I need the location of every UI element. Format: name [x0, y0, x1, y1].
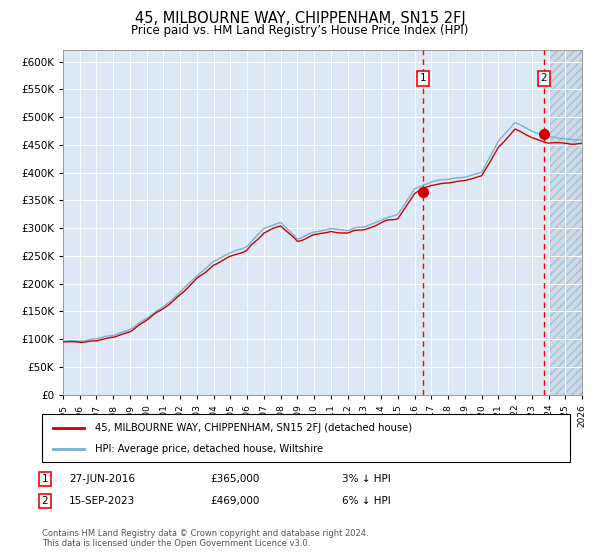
Text: HPI: Average price, detached house, Wiltshire: HPI: Average price, detached house, Wilt… — [95, 444, 323, 454]
Text: 15-SEP-2023: 15-SEP-2023 — [69, 496, 135, 506]
Bar — [548, 50, 582, 395]
FancyBboxPatch shape — [42, 414, 570, 462]
Text: 3% ↓ HPI: 3% ↓ HPI — [342, 474, 391, 484]
Text: 1: 1 — [419, 73, 426, 83]
Text: 27-JUN-2016: 27-JUN-2016 — [69, 474, 135, 484]
Text: £469,000: £469,000 — [210, 496, 259, 506]
Text: 1: 1 — [41, 474, 49, 484]
Text: 45, MILBOURNE WAY, CHIPPENHAM, SN15 2FJ: 45, MILBOURNE WAY, CHIPPENHAM, SN15 2FJ — [134, 11, 466, 26]
Text: 45, MILBOURNE WAY, CHIPPENHAM, SN15 2FJ (detached house): 45, MILBOURNE WAY, CHIPPENHAM, SN15 2FJ … — [95, 423, 412, 433]
Text: 2: 2 — [541, 73, 547, 83]
Text: 6% ↓ HPI: 6% ↓ HPI — [342, 496, 391, 506]
Text: £365,000: £365,000 — [210, 474, 259, 484]
Text: Contains HM Land Registry data © Crown copyright and database right 2024.
This d: Contains HM Land Registry data © Crown c… — [42, 529, 368, 548]
Text: Price paid vs. HM Land Registry’s House Price Index (HPI): Price paid vs. HM Land Registry’s House … — [131, 24, 469, 37]
Text: 2: 2 — [41, 496, 49, 506]
